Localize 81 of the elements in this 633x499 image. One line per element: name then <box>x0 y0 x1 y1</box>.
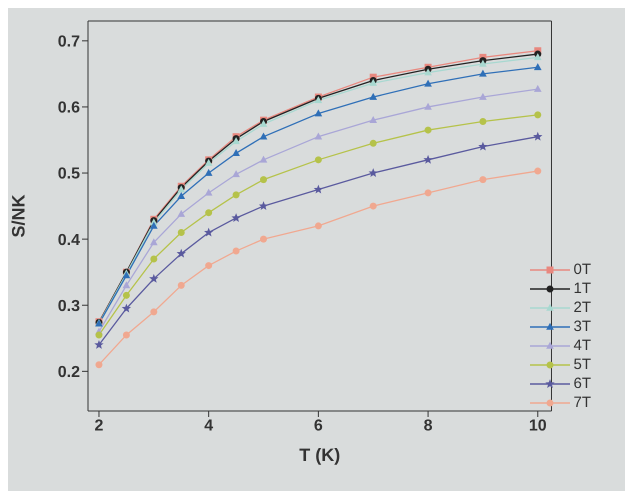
point <box>232 248 240 255</box>
point <box>122 292 130 299</box>
legend-label: 5T <box>573 356 591 373</box>
point <box>369 116 378 123</box>
point <box>534 63 542 70</box>
point <box>232 191 240 198</box>
y-tick-label: 0.2 <box>58 364 80 382</box>
point <box>479 118 486 125</box>
point <box>149 274 158 283</box>
point <box>177 210 186 217</box>
point <box>479 70 487 77</box>
y-tick-label: 0.5 <box>58 166 80 183</box>
point <box>260 176 268 184</box>
point <box>424 189 432 196</box>
y-tick-label: 0.6 <box>58 100 80 117</box>
point <box>479 92 487 100</box>
point <box>534 111 542 118</box>
point <box>534 53 542 60</box>
legend-label: 4T <box>573 337 591 354</box>
legend-label: 2T <box>573 299 591 316</box>
point <box>95 331 102 338</box>
point <box>122 281 130 288</box>
y-tick-label: 0.7 <box>58 34 80 51</box>
point <box>150 308 158 316</box>
point <box>95 361 102 368</box>
point <box>94 340 104 349</box>
x-tick-label: 8 <box>424 417 433 434</box>
point <box>314 109 322 116</box>
point <box>260 236 268 243</box>
point <box>423 154 433 164</box>
y-axis-title: S/NK <box>8 194 28 238</box>
x-tick-label: 6 <box>314 417 323 434</box>
point <box>424 126 432 134</box>
point <box>150 222 158 229</box>
point <box>314 156 322 164</box>
point <box>150 255 158 262</box>
point <box>122 331 130 338</box>
point <box>231 213 241 222</box>
point <box>260 156 268 163</box>
point <box>177 192 186 199</box>
point <box>479 60 487 67</box>
point <box>232 170 240 178</box>
point <box>176 248 186 258</box>
point <box>258 201 268 210</box>
point <box>260 132 268 140</box>
point <box>205 209 212 216</box>
point <box>204 188 213 196</box>
point <box>314 184 324 194</box>
point <box>204 228 214 236</box>
point <box>478 142 488 151</box>
y-tick-label: 0.3 <box>58 298 80 315</box>
point <box>370 202 377 210</box>
point <box>178 282 185 289</box>
point <box>534 168 542 175</box>
point <box>314 132 322 140</box>
legend-label: 0T <box>573 261 591 278</box>
point <box>122 304 132 313</box>
point <box>369 92 378 100</box>
point <box>368 168 378 177</box>
point <box>534 84 542 92</box>
point <box>533 132 542 141</box>
point <box>150 238 158 246</box>
point <box>479 176 486 184</box>
x-tick-label: 2 <box>94 417 104 434</box>
y-tick-label: 0.4 <box>58 232 80 249</box>
point <box>178 229 185 236</box>
x-tick-label: 4 <box>204 417 214 434</box>
point <box>232 149 240 156</box>
legend-label: 1T <box>573 280 591 297</box>
point <box>424 68 432 76</box>
x-tick-label: 10 <box>528 417 547 434</box>
x-axis-title: T (K) <box>299 445 340 465</box>
point <box>424 102 432 110</box>
legend-label: 7T <box>573 394 591 411</box>
legend-label: 6T <box>573 375 591 392</box>
legend-label: 3T <box>573 318 591 335</box>
point <box>424 80 432 87</box>
point <box>205 262 212 270</box>
point <box>204 168 213 176</box>
point <box>314 222 322 230</box>
point <box>370 140 377 147</box>
